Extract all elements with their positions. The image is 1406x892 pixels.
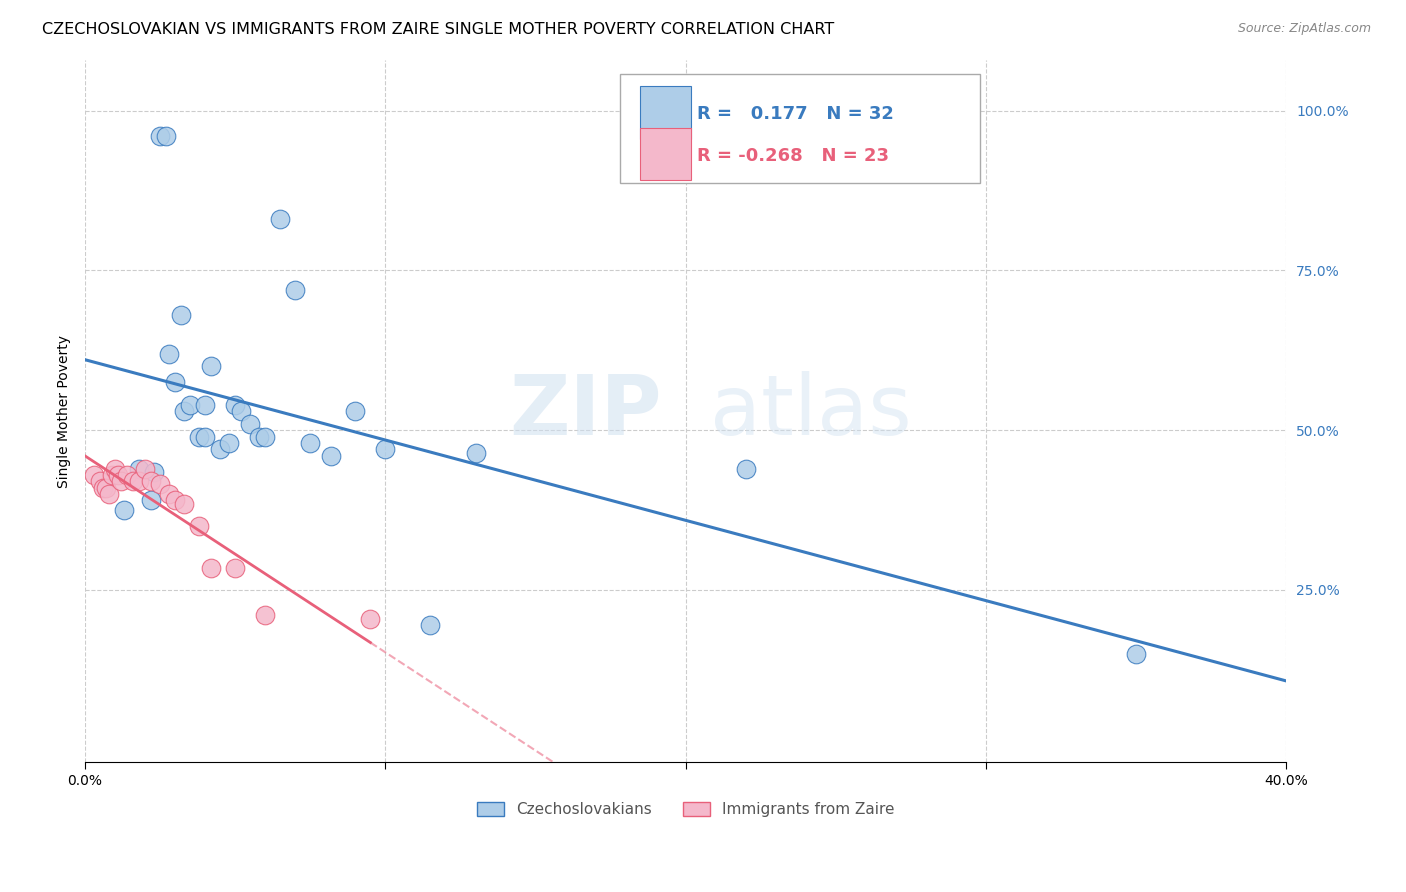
- Point: [419, 618, 441, 632]
- Point: [224, 398, 246, 412]
- Point: [94, 481, 117, 495]
- Y-axis label: Single Mother Poverty: Single Mother Poverty: [58, 334, 72, 488]
- Point: [734, 461, 756, 475]
- Point: [101, 467, 124, 482]
- Point: [374, 442, 396, 457]
- Point: [344, 404, 367, 418]
- Point: [83, 467, 105, 482]
- Point: [165, 376, 187, 390]
- Point: [239, 417, 262, 431]
- Point: [173, 404, 195, 418]
- Point: [98, 487, 121, 501]
- Point: [149, 477, 172, 491]
- Point: [141, 475, 163, 489]
- Legend: Czechoslovakians, Immigrants from Zaire: Czechoslovakians, Immigrants from Zaire: [470, 795, 903, 825]
- Point: [89, 475, 111, 489]
- Point: [122, 475, 145, 489]
- Point: [231, 404, 253, 418]
- FancyBboxPatch shape: [620, 74, 980, 183]
- Point: [188, 429, 211, 443]
- Point: [218, 436, 240, 450]
- Text: CZECHOSLOVAKIAN VS IMMIGRANTS FROM ZAIRE SINGLE MOTHER POVERTY CORRELATION CHART: CZECHOSLOVAKIAN VS IMMIGRANTS FROM ZAIRE…: [42, 22, 834, 37]
- Point: [194, 429, 217, 443]
- Point: [284, 283, 307, 297]
- Point: [134, 461, 156, 475]
- Point: [128, 461, 150, 475]
- Point: [112, 503, 135, 517]
- Point: [224, 560, 246, 574]
- Point: [143, 465, 166, 479]
- Point: [170, 308, 193, 322]
- FancyBboxPatch shape: [640, 86, 690, 138]
- Point: [141, 493, 163, 508]
- Point: [110, 475, 132, 489]
- Point: [1125, 647, 1147, 661]
- Point: [200, 560, 222, 574]
- Text: R =   0.177   N = 32: R = 0.177 N = 32: [696, 105, 893, 123]
- Point: [107, 467, 129, 482]
- Point: [155, 129, 177, 144]
- Point: [173, 497, 195, 511]
- Point: [179, 398, 201, 412]
- Point: [247, 429, 270, 443]
- Point: [157, 346, 180, 360]
- Point: [91, 481, 114, 495]
- Point: [149, 129, 172, 144]
- Point: [157, 487, 180, 501]
- Point: [269, 212, 291, 227]
- Point: [209, 442, 232, 457]
- Text: Source: ZipAtlas.com: Source: ZipAtlas.com: [1237, 22, 1371, 36]
- Point: [299, 436, 322, 450]
- Point: [254, 429, 277, 443]
- Point: [188, 519, 211, 533]
- Point: [194, 398, 217, 412]
- FancyBboxPatch shape: [640, 128, 690, 180]
- Point: [359, 612, 381, 626]
- Point: [200, 359, 222, 374]
- Point: [464, 445, 486, 459]
- Point: [115, 467, 138, 482]
- Text: ZIP: ZIP: [509, 370, 662, 451]
- Text: atlas: atlas: [710, 370, 911, 451]
- Point: [254, 608, 277, 623]
- Point: [165, 493, 187, 508]
- Text: R = -0.268   N = 23: R = -0.268 N = 23: [696, 147, 889, 165]
- Point: [321, 449, 343, 463]
- Point: [128, 475, 150, 489]
- Point: [104, 461, 127, 475]
